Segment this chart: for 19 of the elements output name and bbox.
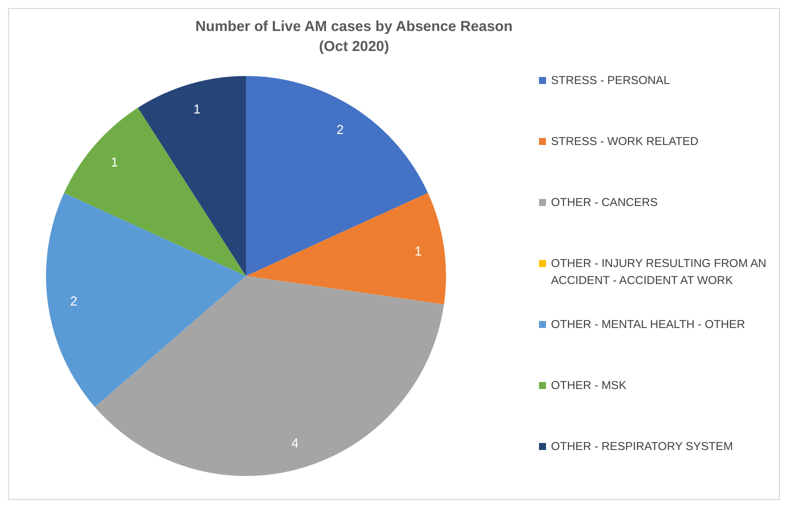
data-label: 1: [414, 244, 422, 259]
legend-label: STRESS - WORK RELATED: [551, 135, 698, 150]
legend-label: OTHER - MSK: [551, 379, 626, 394]
legend-label: OTHER - RESPIRATORY SYSTEM: [551, 440, 733, 455]
data-label: 2: [70, 293, 78, 308]
pie-slice: [46, 192, 246, 407]
data-label: 1: [193, 102, 201, 117]
pie-slice: [246, 76, 428, 276]
data-label: 2: [336, 122, 344, 138]
pie-slice: [138, 76, 246, 276]
legend-label: OTHER - INJURY RESULTING FROM AN ACCIDENT - ACCIDENT AT WORK: [551, 257, 768, 289]
chart-title: Number of Live AM cases by Absence Reason (Oct 2020): [194, 18, 514, 57]
data-label: 1: [110, 154, 118, 170]
legend-label: OTHER - MENTAL HEALTH - OTHER: [551, 318, 746, 333]
pie-slice: [94, 276, 444, 476]
data-label: 4: [291, 435, 299, 450]
legend-label: OTHER - CANCERS: [551, 196, 658, 211]
legend-label: STRESS - PERSONAL: [551, 74, 670, 89]
pie-slice: [246, 192, 446, 304]
